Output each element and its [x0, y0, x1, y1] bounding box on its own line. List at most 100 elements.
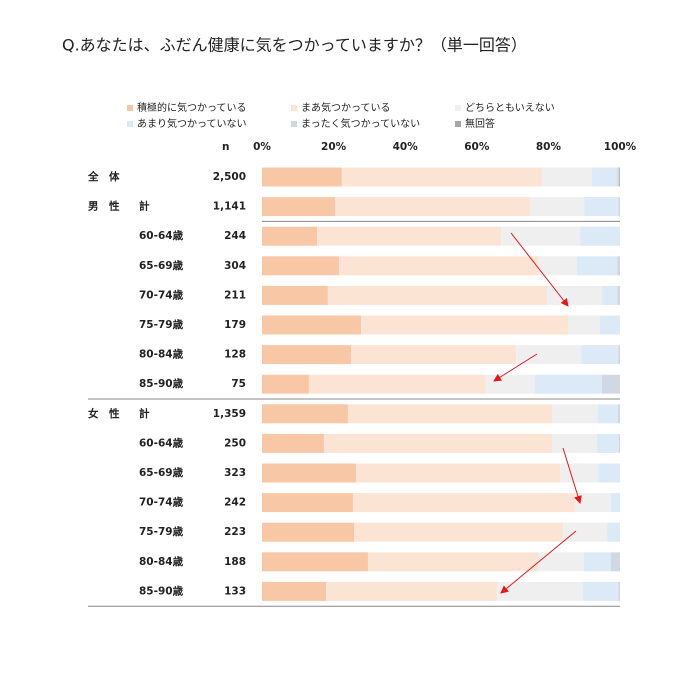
bar-segment	[497, 581, 584, 601]
legend-label: 積極的に気つかっている	[137, 101, 247, 114]
bar-segment	[356, 463, 561, 483]
bar-segment	[338, 256, 539, 276]
bar-segment	[546, 285, 603, 305]
n-value: 250	[224, 437, 246, 449]
legend-label: まったく気つかっていない	[301, 117, 420, 130]
bar-segment	[619, 167, 620, 187]
bar-segment	[352, 493, 575, 513]
bar-segment	[598, 463, 620, 483]
n-value: 323	[224, 467, 246, 479]
bar-segment	[574, 493, 612, 513]
x-tick-label: 20%	[321, 141, 347, 153]
bar-segment	[583, 552, 611, 572]
row-label: 80-84歳	[139, 555, 184, 568]
bar-segment	[607, 522, 620, 542]
row-label: 85-90歳	[139, 377, 184, 390]
bar-segment	[262, 315, 362, 335]
row-label: 75-79歳	[139, 525, 184, 538]
n-value: 242	[224, 497, 246, 509]
bar-segment	[262, 404, 348, 424]
bar-segment	[323, 433, 552, 453]
n-value: 211	[224, 289, 246, 301]
bar-segment	[262, 463, 357, 483]
chart-title: Q.あなたは、ふだん健康に気をつかっていますか？（単一回答）	[62, 36, 527, 55]
bar-segment	[541, 167, 593, 187]
bar-segment	[618, 581, 620, 601]
bar-segment	[262, 522, 355, 542]
bar-segment	[560, 463, 599, 483]
bar-segment	[583, 581, 619, 601]
row-label: 80-84歳	[139, 348, 184, 361]
n-value: 244	[224, 230, 246, 242]
bar-segment	[361, 315, 569, 335]
row-label: 65-69歳	[139, 259, 184, 272]
bar-segment	[262, 374, 309, 394]
bar-segment	[584, 197, 619, 217]
bar-segment	[262, 256, 339, 276]
bar-segment	[618, 197, 620, 217]
row-label: 60-64歳	[139, 229, 184, 242]
bar-segment	[563, 522, 608, 542]
bar-segment	[262, 167, 342, 187]
row-label: 70-74歳	[139, 496, 184, 509]
x-tick-label: 0%	[253, 141, 271, 153]
group-label: 男 性	[88, 200, 120, 213]
bar-segment	[308, 374, 486, 394]
bar-segment	[335, 197, 531, 217]
n-value: 179	[224, 319, 246, 331]
legend-label: どちらともいえない	[465, 102, 555, 114]
n-value: 188	[224, 556, 246, 568]
row-label: 60-64歳	[139, 436, 184, 449]
n-header: n	[222, 141, 229, 153]
bar-segment	[326, 581, 498, 601]
bar-segment	[601, 374, 620, 394]
bar-segment	[551, 433, 598, 453]
bar-segment	[262, 345, 352, 365]
bar-segment	[327, 285, 547, 305]
n-value: 223	[224, 526, 246, 538]
n-value: 304	[224, 260, 246, 272]
bar-segment	[617, 256, 620, 276]
bar-segment	[617, 285, 620, 305]
bar-segment	[262, 285, 328, 305]
legend-swatch	[291, 105, 297, 111]
legend-swatch	[127, 121, 133, 127]
bar-segment	[354, 522, 564, 542]
bar-segment	[367, 552, 539, 572]
bar-segment	[551, 404, 598, 424]
legend-swatch	[455, 121, 461, 127]
bar-segment	[602, 285, 618, 305]
bar-segment	[262, 493, 353, 513]
bar-segment	[580, 226, 620, 246]
n-value: 1,359	[213, 408, 246, 420]
legend-swatch	[127, 105, 133, 111]
row-label: 70-74歳	[139, 288, 184, 301]
x-tick-label: 60%	[464, 141, 490, 153]
annotation-arrows	[493, 232, 582, 594]
bar-segment	[485, 374, 535, 394]
bar-segment	[592, 167, 618, 187]
bar-segment	[568, 315, 600, 335]
bar-segment	[262, 552, 368, 572]
bar-segment	[534, 374, 602, 394]
n-value: 2,500	[213, 171, 246, 183]
bar-segment	[577, 256, 618, 276]
n-value: 133	[224, 585, 246, 597]
row-label: 85-90歳	[139, 584, 184, 597]
legend-label: あまり気つかっていない	[137, 117, 247, 130]
bar-segment	[618, 345, 620, 365]
row-label: 65-69歳	[139, 466, 184, 479]
legend-swatch	[455, 105, 461, 111]
bar-segment	[351, 345, 517, 365]
bar-segment	[341, 167, 542, 187]
bar-segment	[501, 226, 581, 246]
bar-segment	[599, 315, 620, 335]
n-value: 75	[231, 378, 246, 390]
bar-segment	[262, 581, 327, 601]
bar-segment	[581, 345, 619, 365]
n-value: 128	[224, 349, 246, 361]
bar-segment	[597, 433, 619, 453]
legend-label: 無回答	[465, 117, 495, 130]
bar-segment	[538, 256, 578, 276]
